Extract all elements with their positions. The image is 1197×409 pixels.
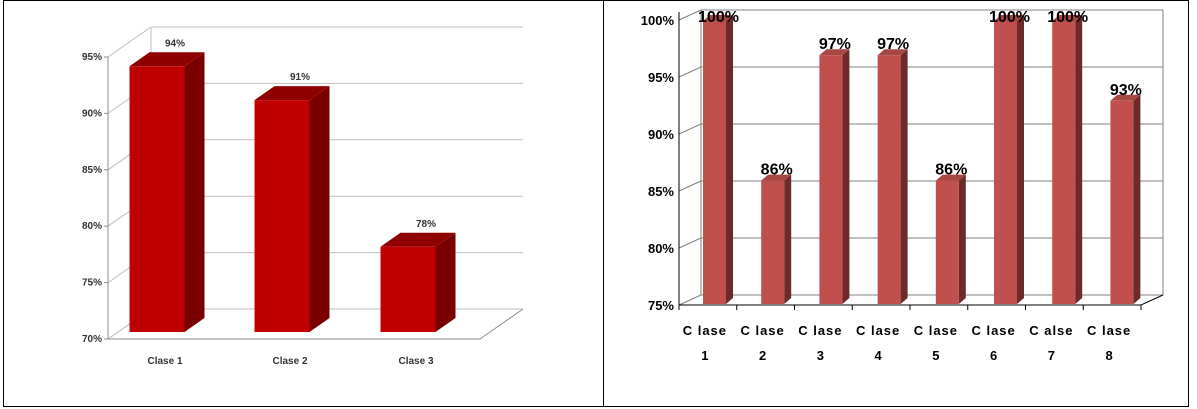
y-tick-label: 70% [82, 334, 102, 345]
x-tick-label-line2: 4 [875, 348, 883, 363]
data-label: 100% [698, 9, 739, 26]
bar-top [761, 174, 792, 181]
x-tick-label-line2: 8 [1106, 348, 1113, 363]
y-tick-label: 100% [641, 13, 675, 28]
y-tick-label: 90% [648, 127, 674, 142]
y-tick-label: 75% [82, 278, 102, 289]
x-tick-label: Clase 2 [272, 356, 307, 367]
floor-right-edge [479, 308, 524, 340]
x-tick-label: C lase [683, 323, 727, 338]
sidewall-line [678, 123, 702, 135]
chart-left: 70% 75% 80% 85% 90% 95% 94% Clase 1 91% Clase 2 78… [82, 26, 524, 367]
bar-top [254, 86, 330, 101]
data-label: 97% [819, 36, 851, 53]
sidewall-line [678, 66, 702, 78]
sidewall-line [678, 180, 702, 192]
y-tick-label: 80% [82, 221, 102, 232]
data-label: 97% [877, 36, 909, 53]
x-tick-label-line2: 1 [701, 348, 708, 363]
bar-side [309, 86, 330, 333]
floor-right-edge [1140, 294, 1164, 306]
x-tick-label: C lase [856, 323, 900, 338]
y-tick-label: 85% [82, 165, 102, 176]
x-tick-label: C alse [1029, 323, 1073, 338]
x-tick-label: C lase [1087, 323, 1131, 338]
bar [703, 21, 726, 304]
bar-top [1110, 94, 1141, 101]
sidewall-line [678, 9, 702, 21]
x-tick-label: C lase [740, 323, 784, 338]
x-tick-label-line2: 2 [759, 348, 766, 363]
bar-side [1017, 15, 1024, 304]
y-tick-label: 80% [648, 241, 674, 256]
bar [1052, 21, 1076, 304]
x-tick-label: C lase [971, 323, 1015, 338]
x-tick-label-line2: 5 [932, 348, 939, 363]
bar-top [380, 232, 456, 247]
x-tick-label-line2: 3 [817, 348, 824, 363]
bar [129, 66, 185, 332]
bar-side [435, 232, 456, 332]
x-tick-label: Clase 3 [398, 356, 433, 367]
y-tick-label: 95% [82, 52, 102, 63]
y-tick-label: 85% [648, 184, 674, 199]
sidewall-line [678, 237, 702, 249]
bar [877, 55, 901, 305]
bar [819, 55, 843, 305]
bar-top [935, 174, 966, 181]
data-label: 86% [761, 162, 793, 179]
bar [935, 180, 959, 304]
data-label: 94% [165, 38, 185, 49]
y-tick-label: 95% [648, 70, 674, 85]
bar-side [726, 15, 733, 304]
bar-side [958, 174, 966, 304]
data-label: 86% [935, 162, 967, 179]
bar-side [784, 174, 792, 304]
bar-side [184, 52, 205, 332]
x-tick-label: C lase [914, 323, 958, 338]
bar-side [842, 49, 850, 305]
data-label: 100% [1047, 9, 1088, 26]
x-tick-label-line2: 7 [1048, 348, 1055, 363]
bar [254, 100, 310, 333]
x-tick-label-line2: 6 [990, 348, 997, 363]
data-label: 93% [1110, 82, 1142, 99]
bar-top [129, 52, 205, 67]
data-label: 78% [416, 219, 436, 230]
bar [761, 180, 785, 304]
data-label: 100% [989, 9, 1030, 26]
chart-right: 75% 80% 85% 90% 95% 100% 100% C lase 1 86% C lase 2… [641, 9, 1164, 363]
bar-side [900, 49, 908, 305]
bar-side [1133, 94, 1141, 304]
sidewall-line [678, 294, 702, 306]
sidewall-line [107, 26, 152, 58]
bar-top [819, 49, 850, 56]
x-tick-label: Clase 1 [147, 356, 182, 367]
bar-top [877, 49, 908, 56]
bar-top [994, 15, 1024, 21]
x-tick-label: C lase [798, 323, 842, 338]
data-label: 91% [290, 72, 310, 83]
bar-side [1075, 15, 1083, 304]
bar [380, 246, 436, 332]
column-divider [603, 0, 604, 407]
bar [994, 21, 1017, 304]
table-frame [3, 0, 1189, 407]
y-tick-label: 75% [648, 298, 674, 313]
bar-top [703, 15, 733, 21]
y-tick-label: 90% [82, 108, 102, 119]
bar [1110, 100, 1134, 304]
bar-top [1052, 15, 1083, 21]
